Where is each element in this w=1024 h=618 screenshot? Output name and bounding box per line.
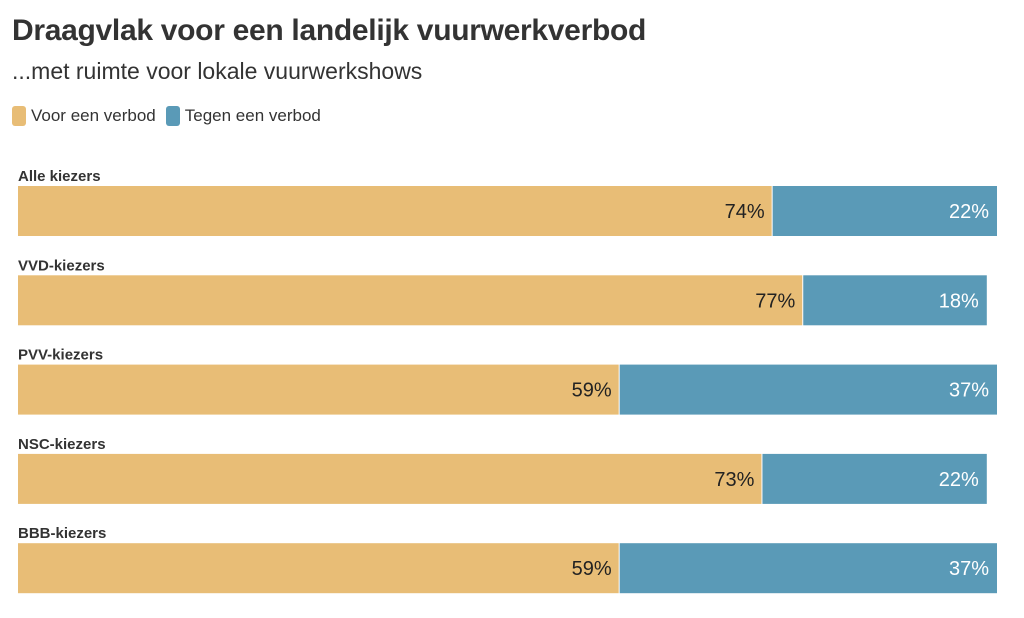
value-label-voor-vvd-kiezers: 77%	[755, 290, 795, 312]
bar-voor-nsc-kiezers	[18, 453, 762, 504]
bar-voor-pvv-kiezers	[18, 364, 619, 415]
legend-item-tegen: Tegen een verbod	[165, 106, 321, 126]
category-label-bbb-kiezers: BBB-kiezers	[18, 525, 106, 542]
bar-tegen-bbb-kiezers	[619, 543, 997, 594]
value-label-tegen-alle-kiezers: 22%	[949, 201, 989, 223]
bar-voor-alle-kiezers	[18, 186, 772, 236]
bar-tegen-vvd-kiezers	[803, 275, 987, 326]
value-label-tegen-bbb-kiezers: 37%	[949, 558, 989, 580]
value-label-tegen-pvv-kiezers: 37%	[949, 380, 989, 402]
bar-voor-bbb-kiezers	[18, 543, 619, 594]
value-label-tegen-vvd-kiezers: 18%	[939, 290, 979, 312]
category-label-alle-kiezers: Alle kiezers	[18, 168, 101, 185]
legend: Voor een verbod Tegen een verbod	[12, 106, 331, 126]
category-label-vvd-kiezers: VVD-kiezers	[18, 257, 105, 274]
bar-tegen-nsc-kiezers	[762, 453, 987, 504]
legend-label-voor: Voor een verbod	[31, 106, 156, 125]
category-label-pvv-kiezers: PVV-kiezers	[18, 347, 103, 364]
legend-item-voor: Voor een verbod	[12, 106, 156, 126]
value-label-voor-alle-kiezers: 74%	[725, 201, 765, 223]
value-label-voor-nsc-kiezers: 73%	[714, 469, 754, 491]
bar-voor-vvd-kiezers	[18, 275, 803, 326]
value-label-voor-bbb-kiezers: 59%	[572, 558, 612, 580]
value-label-tegen-nsc-kiezers: 22%	[939, 469, 979, 491]
value-label-voor-pvv-kiezers: 59%	[572, 380, 612, 402]
legend-swatch-tegen	[165, 106, 180, 126]
legend-swatch-voor	[12, 106, 26, 126]
bar-tegen-pvv-kiezers	[619, 364, 997, 415]
chart-subtitle: ...met ruimte voor lokale vuurwerkshows	[12, 58, 423, 84]
legend-label-tegen: Tegen een verbod	[184, 106, 321, 125]
chart-title: Draagvlak voor een landelijk vuurwerkver…	[12, 14, 647, 47]
category-label-nsc-kiezers: NSC-kiezers	[18, 436, 106, 453]
bar-tegen-alle-kiezers	[772, 186, 997, 236]
